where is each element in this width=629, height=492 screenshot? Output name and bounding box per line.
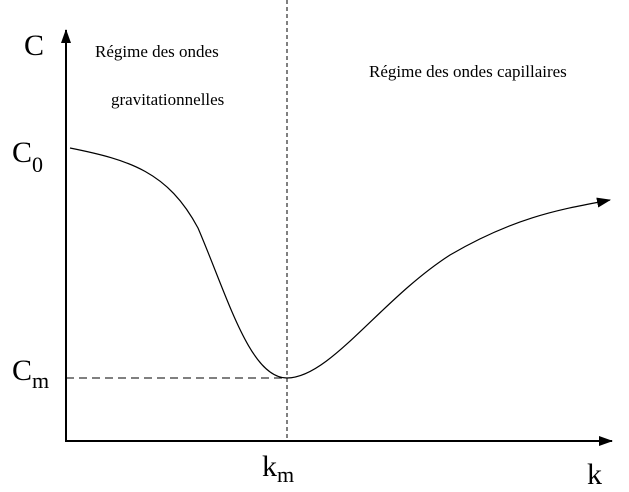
subscript: m <box>277 462 294 487</box>
x-label: k <box>587 458 602 491</box>
region-right: Régime des ondes capillaires <box>369 62 567 81</box>
symbol: C <box>12 354 32 387</box>
subscript: m <box>32 368 49 393</box>
c0-label: C0 <box>12 136 43 177</box>
subscript: 0 <box>32 152 43 177</box>
km-label: km <box>262 450 294 487</box>
symbol: C <box>12 136 32 169</box>
y-label: C <box>24 29 44 62</box>
curve <box>69 147 611 379</box>
region-left-line: gravitationnelles <box>111 90 224 109</box>
region-left-line: Régime des ondes <box>95 42 219 61</box>
cm-label: Cm <box>12 354 49 393</box>
symbol: k <box>262 450 277 483</box>
